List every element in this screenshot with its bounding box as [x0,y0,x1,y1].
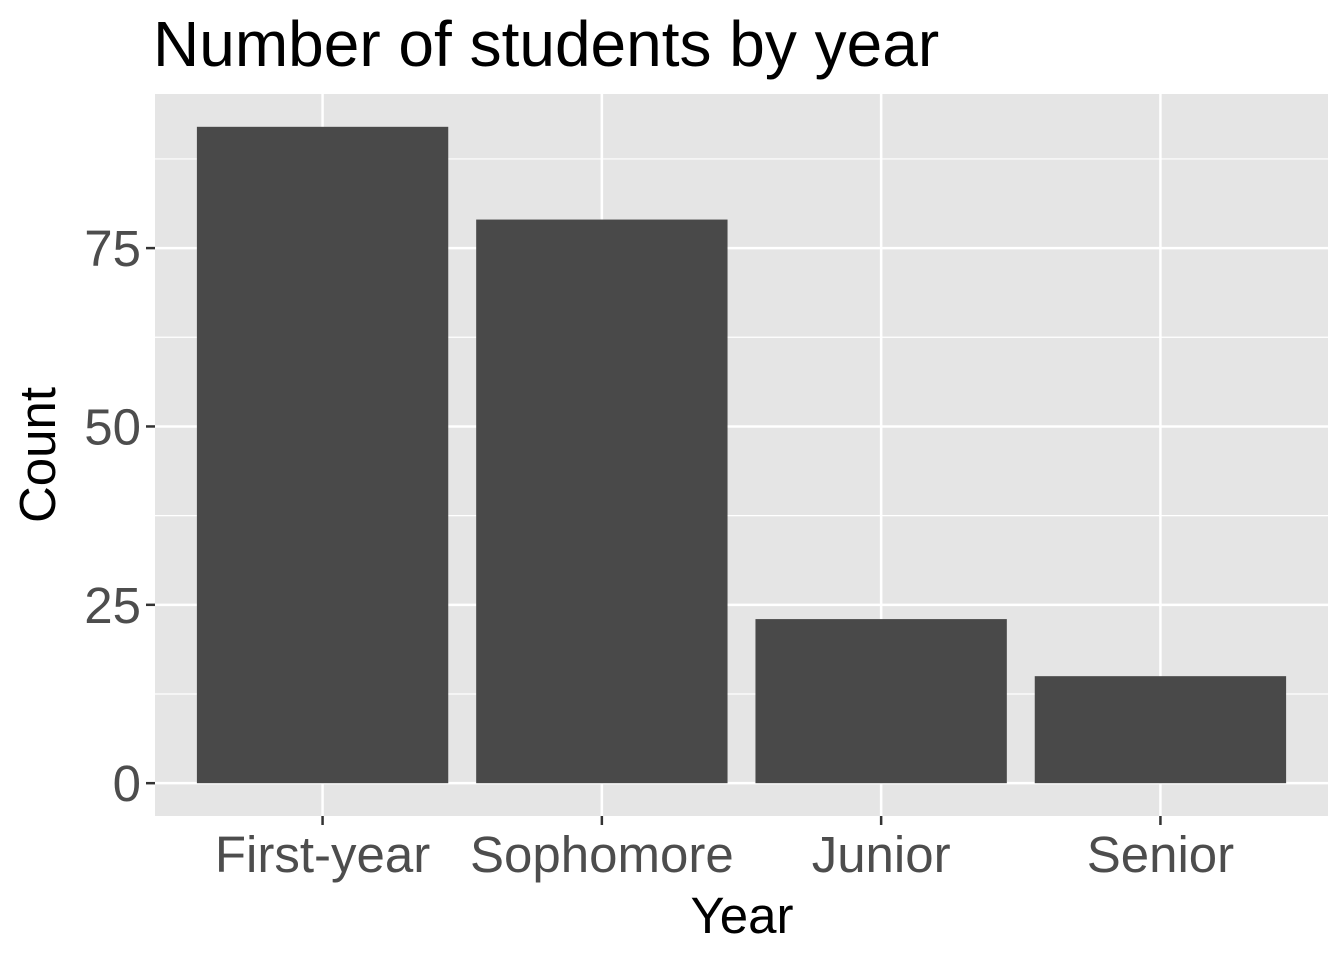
x-tick-label: Junior [812,826,951,883]
bar-junior [755,619,1007,784]
x-tick-label: First-year [215,826,430,883]
x-axis: First-year Sophomore Junior Senior [215,816,1234,883]
bar-senior [1034,676,1287,784]
x-tick-label: Senior [1087,826,1234,883]
bars [196,126,1287,784]
y-tick-label: 25 [84,577,141,634]
y-tick-label: 50 [84,398,141,455]
y-axis-title: Count [9,387,66,523]
y-tick-label: 75 [84,220,141,277]
bar-sophomore [476,219,728,784]
bar-first-year [196,126,449,784]
chart-title: Number of students by year [153,8,939,80]
y-axis: 0 25 50 75 [84,220,155,812]
y-tick-label: 0 [113,755,141,812]
x-axis-title: Year [690,887,793,944]
x-tick-label: Sophomore [470,826,734,883]
